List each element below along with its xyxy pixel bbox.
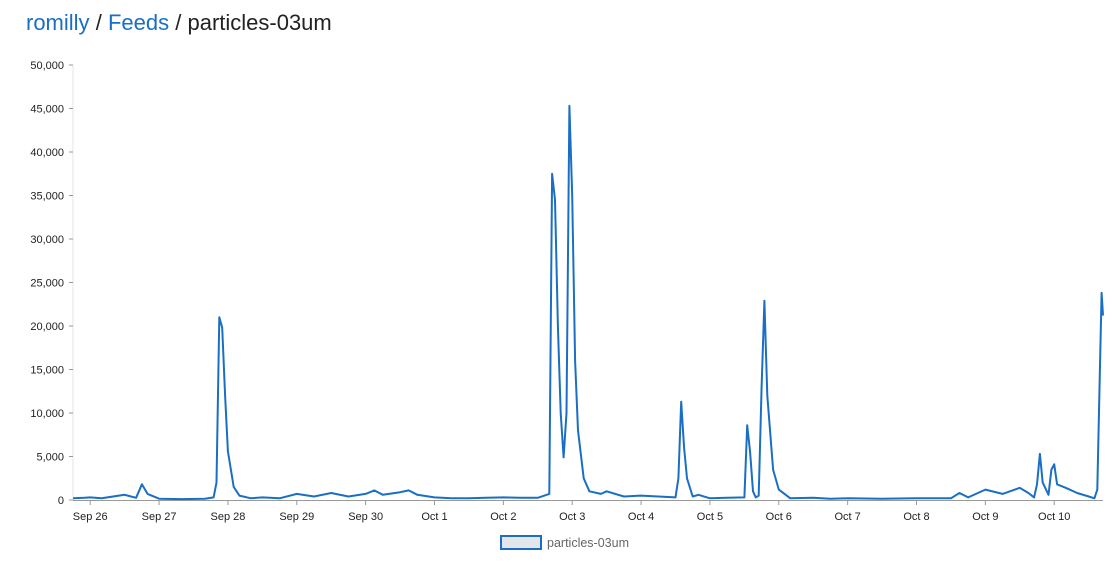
breadcrumb-current-feed: particles-03um — [187, 10, 332, 35]
y-tick-label: 45,000 — [30, 104, 64, 116]
x-tick-label: Oct 3 — [559, 511, 585, 523]
breadcrumb: romilly / Feeds / particles-03um — [26, 10, 332, 36]
y-tick-label: 5,000 — [36, 452, 64, 464]
x-tick-label: Oct 2 — [490, 511, 516, 523]
y-tick-label: 20,000 — [30, 321, 64, 333]
x-tick-label: Sep 30 — [348, 511, 383, 523]
y-tick-label: 35,000 — [30, 191, 64, 203]
legend-swatch — [500, 535, 542, 550]
x-tick-label: Oct 8 — [903, 511, 929, 523]
y-tick-label: 0 — [58, 495, 64, 507]
y-tick-label: 15,000 — [30, 365, 64, 377]
x-tick-label: Sep 26 — [73, 511, 108, 523]
y-tick-label: 30,000 — [30, 234, 64, 246]
breadcrumb-user-link[interactable]: romilly — [26, 10, 90, 35]
y-tick-label: 10,000 — [30, 408, 64, 420]
x-tick-label: Oct 7 — [835, 511, 861, 523]
breadcrumb-separator: / — [95, 10, 102, 35]
x-tick-label: Oct 6 — [766, 511, 792, 523]
x-tick-label: Oct 1 — [421, 511, 447, 523]
x-tick-label: Oct 5 — [697, 511, 723, 523]
x-tick-label: Sep 27 — [142, 511, 177, 523]
y-tick-label: 25,000 — [30, 278, 64, 290]
x-tick-label: Oct 9 — [972, 511, 998, 523]
series-group — [72, 104, 1104, 501]
y-axis: 0 5,000 10,000 15,000 20,000 25,000 30,000 35,0… — [30, 60, 74, 507]
y-tick-label: 50,000 — [30, 60, 64, 72]
y-tick-label: 40,000 — [30, 147, 64, 159]
series-line-particles-03um — [72, 104, 1104, 501]
legend[interactable]: particles-03um — [500, 535, 629, 550]
x-axis: Sep 26 Sep 27 Sep 28 Sep 29 Sep 30 Oct 1 Oct 2… — [73, 500, 1103, 523]
legend-label: particles-03um — [547, 535, 629, 550]
x-tick-label: Sep 29 — [279, 511, 314, 523]
x-tick-label: Sep 28 — [210, 511, 245, 523]
x-tick-label: Oct 10 — [1038, 511, 1070, 523]
breadcrumb-separator: / — [175, 10, 182, 35]
x-tick-label: Oct 4 — [628, 511, 654, 523]
breadcrumb-feeds-link[interactable]: Feeds — [107, 10, 170, 35]
